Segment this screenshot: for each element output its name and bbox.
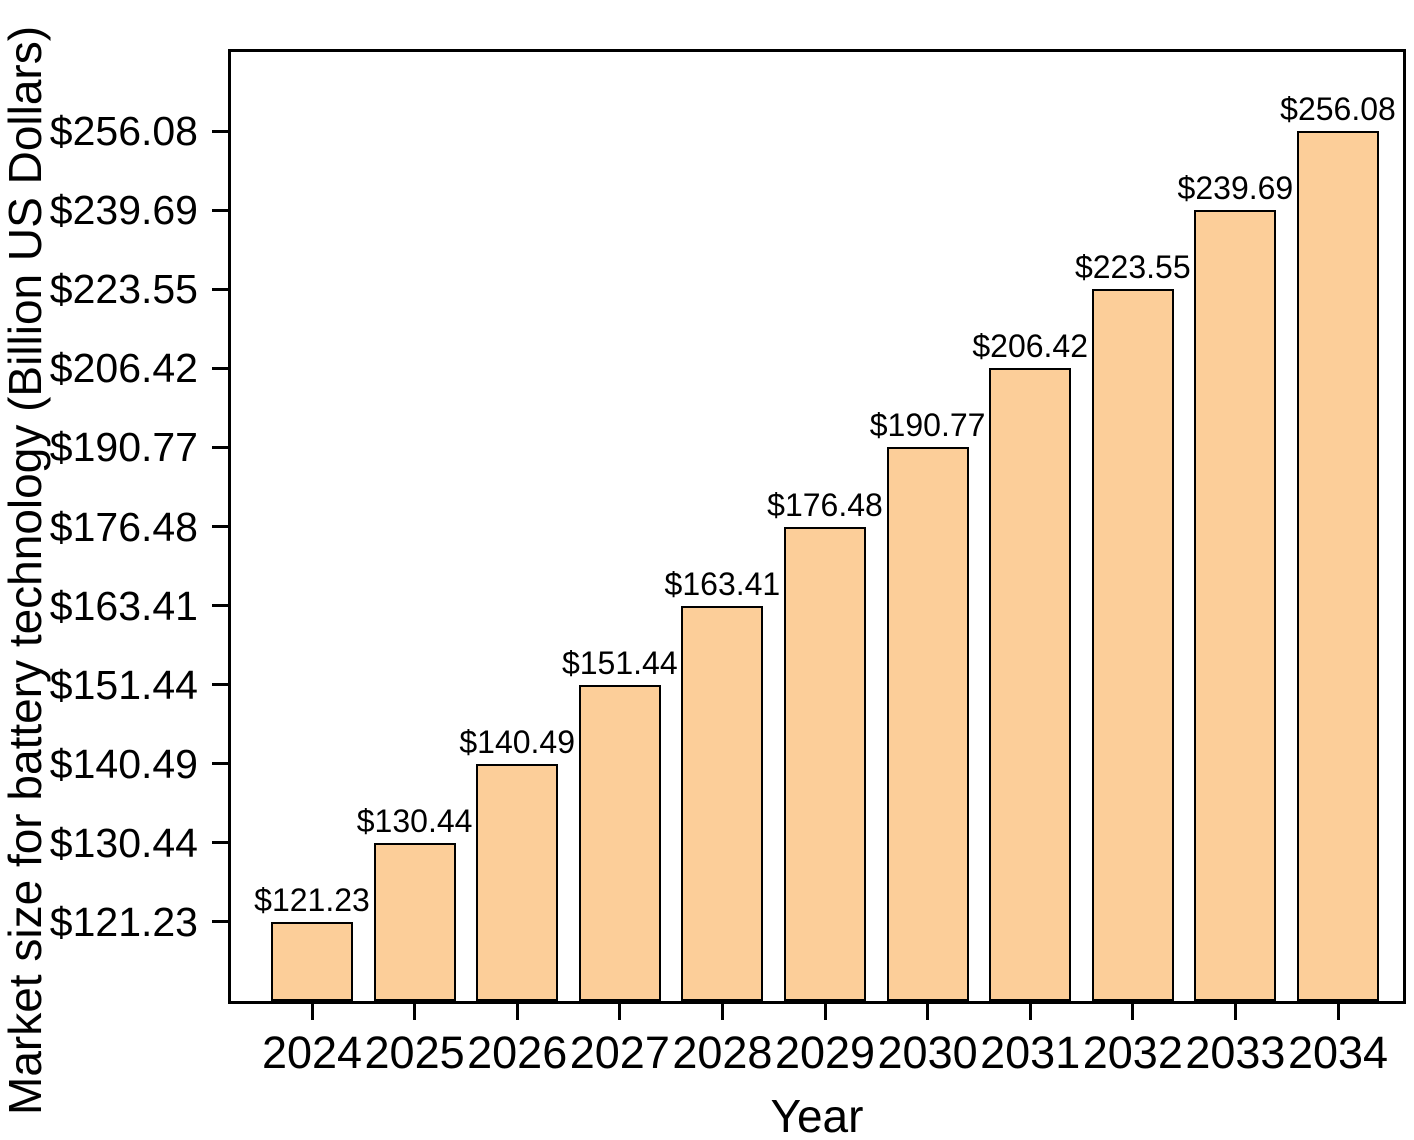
bar-value-label: $206.42 (972, 328, 1089, 365)
bar-2026 (476, 763, 559, 1001)
x-tick (310, 1001, 314, 1020)
y-tick (212, 287, 228, 291)
x-tick-label: 2026 (467, 1027, 568, 1078)
x-tick-label: 2030 (877, 1027, 978, 1078)
x-tick (1336, 1001, 1340, 1020)
x-tick (1233, 1001, 1237, 1020)
bar-value-label: $163.41 (664, 565, 781, 602)
bar-2029 (784, 526, 866, 1001)
y-tick (212, 683, 228, 687)
bar-2030 (886, 447, 969, 1001)
y-tick-label: $163.41 (49, 582, 198, 629)
y-tick-label: $151.44 (49, 661, 198, 708)
bar-value-label: $176.48 (767, 486, 883, 523)
bar-2032 (1091, 289, 1174, 1001)
y-tick-label: $140.49 (49, 740, 198, 787)
bar-value-label: $190.77 (869, 407, 986, 444)
bar-value-label: $239.69 (1177, 170, 1294, 207)
y-tick-label: $130.44 (49, 819, 198, 866)
x-tick (720, 1001, 724, 1020)
y-tick (212, 604, 228, 608)
y-tick (212, 208, 228, 212)
bar-value-label: $223.55 (1074, 249, 1191, 286)
y-tick-label: $206.42 (49, 345, 198, 392)
y-tick-label: $176.48 (49, 503, 198, 550)
bar-2028 (681, 605, 764, 1001)
x-tick (926, 1001, 930, 1020)
x-tick-label: 2029 (774, 1027, 876, 1078)
y-tick-label: $121.23 (49, 898, 198, 945)
y-tick (212, 366, 228, 370)
bar-2027 (578, 684, 661, 1001)
bar-2025 (373, 842, 456, 1001)
x-tick (618, 1001, 622, 1020)
x-tick (823, 1001, 827, 1020)
y-tick (212, 129, 228, 133)
y-axis-title: Market size for battery technology (Bill… (0, 25, 51, 1115)
x-tick-label: 2028 (672, 1027, 773, 1078)
y-tick (212, 525, 228, 528)
bar-2031 (989, 368, 1072, 1001)
y-tick-label: $239.69 (49, 187, 198, 234)
bar-value-label: $121.23 (254, 881, 370, 918)
bar-value-label: $140.49 (459, 723, 576, 760)
bar-2033 (1194, 210, 1277, 1001)
bar-value-label: $130.44 (356, 802, 473, 839)
x-tick-label: 2024 (261, 1027, 363, 1078)
y-tick (212, 841, 228, 845)
y-tick (212, 445, 228, 449)
x-tick-label: 2025 (364, 1027, 465, 1078)
bar-value-label: $256.08 (1280, 91, 1396, 128)
bar-2034 (1297, 131, 1379, 1001)
x-tick-label: 2034 (1287, 1027, 1389, 1078)
y-tick-label: $223.55 (49, 266, 198, 313)
x-axis-title: Year (770, 1090, 864, 1140)
y-tick-label: $256.08 (49, 108, 198, 155)
x-tick (1028, 1001, 1032, 1020)
x-tick (413, 1001, 417, 1020)
x-tick-label: 2032 (1082, 1027, 1183, 1078)
y-tick-label: $190.77 (49, 424, 198, 471)
y-tick (212, 762, 228, 766)
bar-value-label: $151.44 (561, 644, 678, 681)
plot-area: $121.23 $121.23 2024 $130.44 $130.44 2025 $140… (50, 49, 1406, 1076)
x-tick (515, 1001, 519, 1020)
bar-2024 (271, 921, 353, 1001)
x-tick (1131, 1001, 1135, 1020)
x-tick-label: 2031 (980, 1027, 1081, 1078)
x-tick-label: 2027 (569, 1027, 670, 1078)
x-tick-label: 2033 (1185, 1027, 1286, 1078)
y-tick (212, 920, 228, 924)
